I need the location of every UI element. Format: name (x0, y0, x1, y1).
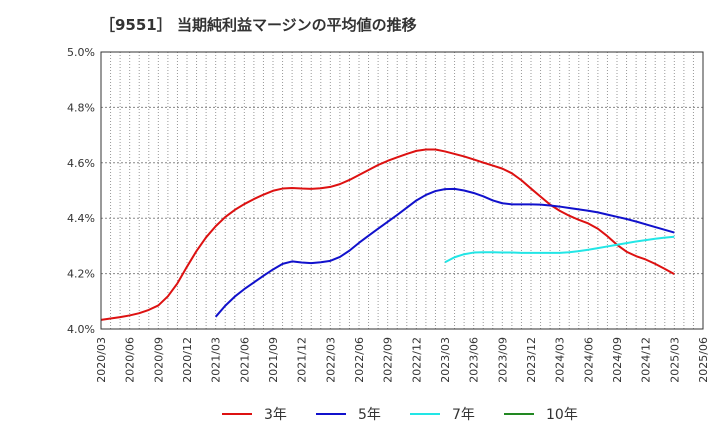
plot-background (101, 52, 703, 329)
x-tick-label: 2024/03 (554, 337, 567, 383)
x-tick-label: 2021/12 (296, 337, 309, 383)
x-tick-label: 2022/03 (324, 337, 337, 383)
legend-label-3: 7年 (452, 407, 475, 423)
x-tick-label: 2022/12 (410, 337, 423, 383)
legend-label-2: 5年 (358, 407, 381, 423)
x-tick-label: 2020/06 (124, 337, 137, 383)
plot-border (100, 51, 704, 330)
y-tick-label: 4.0% (67, 323, 95, 336)
y-tick-label: 4.6% (67, 157, 95, 170)
series-line-3 (444, 235, 675, 264)
legend-label-4: 10年 (546, 407, 578, 423)
x-tick-label: 2021/03 (210, 337, 223, 383)
chart-title: ［9551］ 当期純利益マージンの平均値の推移 (100, 16, 417, 34)
x-tick-label: 2025/06 (697, 337, 710, 383)
x-tick-label: 2020/03 (95, 337, 108, 383)
x-tick-label: 2020/09 (152, 337, 165, 383)
x-tick-label: 2023/03 (439, 337, 452, 383)
x-tick-label: 2025/03 (668, 337, 681, 383)
series-lines (100, 148, 675, 321)
x-tick-label: 2023/12 (525, 337, 538, 383)
x-axis-ticks: 2020/03 2020/06 2020/09 2020/12 2021/03 2021/… (95, 337, 710, 383)
legend: 3年 5年 7年 10年 (222, 407, 578, 423)
x-tick-label: 2023/06 (468, 337, 481, 383)
x-tick-label: 2022/09 (382, 337, 395, 383)
x-tick-label: 2021/06 (238, 337, 251, 383)
x-tick-label: 2022/06 (353, 337, 366, 383)
y-tick-label: 4.8% (67, 101, 95, 114)
y-tick-label: 5.0% (67, 46, 95, 59)
x-tick-label: 2020/12 (181, 337, 194, 383)
series-line-2 (214, 187, 675, 318)
y-tick-label: 4.4% (67, 212, 95, 225)
x-tick-label: 2024/09 (611, 337, 624, 383)
x-tick-label: 2024/06 (582, 337, 595, 383)
x-tick-label: 2023/09 (496, 337, 509, 383)
grid-lines (101, 52, 703, 329)
y-axis-ticks: 4.0% 4.2% 4.4% 4.6% 4.8% 5.0% (67, 46, 95, 336)
x-tick-label: 2024/12 (640, 337, 653, 383)
legend-label-1: 3年 (264, 407, 287, 423)
series-line-1 (100, 148, 675, 321)
x-tick-label: 2021/09 (267, 337, 280, 383)
y-tick-label: 4.2% (67, 268, 95, 281)
